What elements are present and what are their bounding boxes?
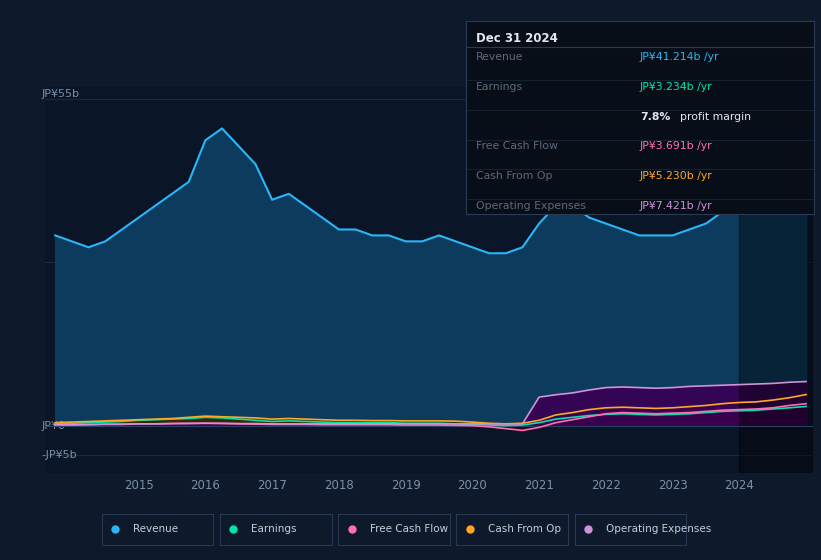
- Text: Earnings: Earnings: [476, 82, 523, 92]
- Text: Cash From Op: Cash From Op: [476, 171, 553, 181]
- Text: Operating Expenses: Operating Expenses: [606, 524, 711, 534]
- Text: JP¥7.421b /yr: JP¥7.421b /yr: [640, 202, 713, 211]
- Text: JP¥3.691b /yr: JP¥3.691b /yr: [640, 142, 713, 151]
- Text: 7.8%: 7.8%: [640, 111, 670, 122]
- Text: Revenue: Revenue: [476, 52, 524, 62]
- Text: Dec 31 2024: Dec 31 2024: [476, 32, 557, 45]
- Text: Cash From Op: Cash From Op: [488, 524, 561, 534]
- Text: Revenue: Revenue: [133, 524, 178, 534]
- Text: JP¥55b: JP¥55b: [41, 88, 80, 99]
- Text: -JP¥5b: -JP¥5b: [41, 450, 77, 460]
- Text: Earnings: Earnings: [251, 524, 297, 534]
- Text: JP¥3.234b /yr: JP¥3.234b /yr: [640, 82, 713, 92]
- Text: profit margin: profit margin: [680, 111, 751, 122]
- Text: Operating Expenses: Operating Expenses: [476, 202, 586, 211]
- Text: JP¥5.230b /yr: JP¥5.230b /yr: [640, 171, 713, 181]
- Bar: [740, 87, 813, 473]
- Text: JP¥0: JP¥0: [41, 421, 66, 431]
- Text: Free Cash Flow: Free Cash Flow: [369, 524, 447, 534]
- Text: Free Cash Flow: Free Cash Flow: [476, 142, 557, 151]
- Text: JP¥41.214b /yr: JP¥41.214b /yr: [640, 52, 719, 62]
